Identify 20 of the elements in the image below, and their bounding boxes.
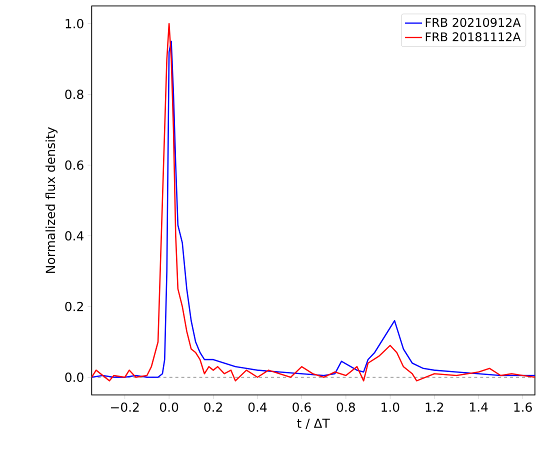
- y-tick-label: 0.4: [65, 231, 84, 241]
- y-tick-label: 0.8: [65, 90, 84, 100]
- x-tick-label: 1.0: [382, 402, 400, 412]
- x-tick-label: 0.6: [292, 402, 311, 412]
- x-tick-label: 1.2: [426, 402, 444, 412]
- x-tick-label: 1.4: [470, 402, 488, 412]
- legend-label: FRB 20181112A: [426, 32, 521, 42]
- x-tick-label: 0.4: [248, 402, 267, 412]
- legend-label: FRB 20210912A: [426, 18, 521, 28]
- y-axis-title: Normalized flux density: [45, 127, 58, 273]
- x-tick-label: 0.8: [336, 402, 355, 412]
- x-tick-label: 0.0: [160, 402, 178, 412]
- y-tick-label: 0.6: [65, 160, 84, 170]
- x-tick-label: 1.6: [514, 402, 532, 412]
- y-tick-label: 0.0: [65, 372, 84, 382]
- x-tick-label: 0.2: [204, 402, 222, 412]
- x-axis-title: t / ΔT: [297, 418, 330, 429]
- y-tick-label: 1.0: [66, 18, 84, 28]
- y-tick-label: 0.2: [65, 302, 83, 312]
- x-tick-label: −0.2: [111, 402, 139, 412]
